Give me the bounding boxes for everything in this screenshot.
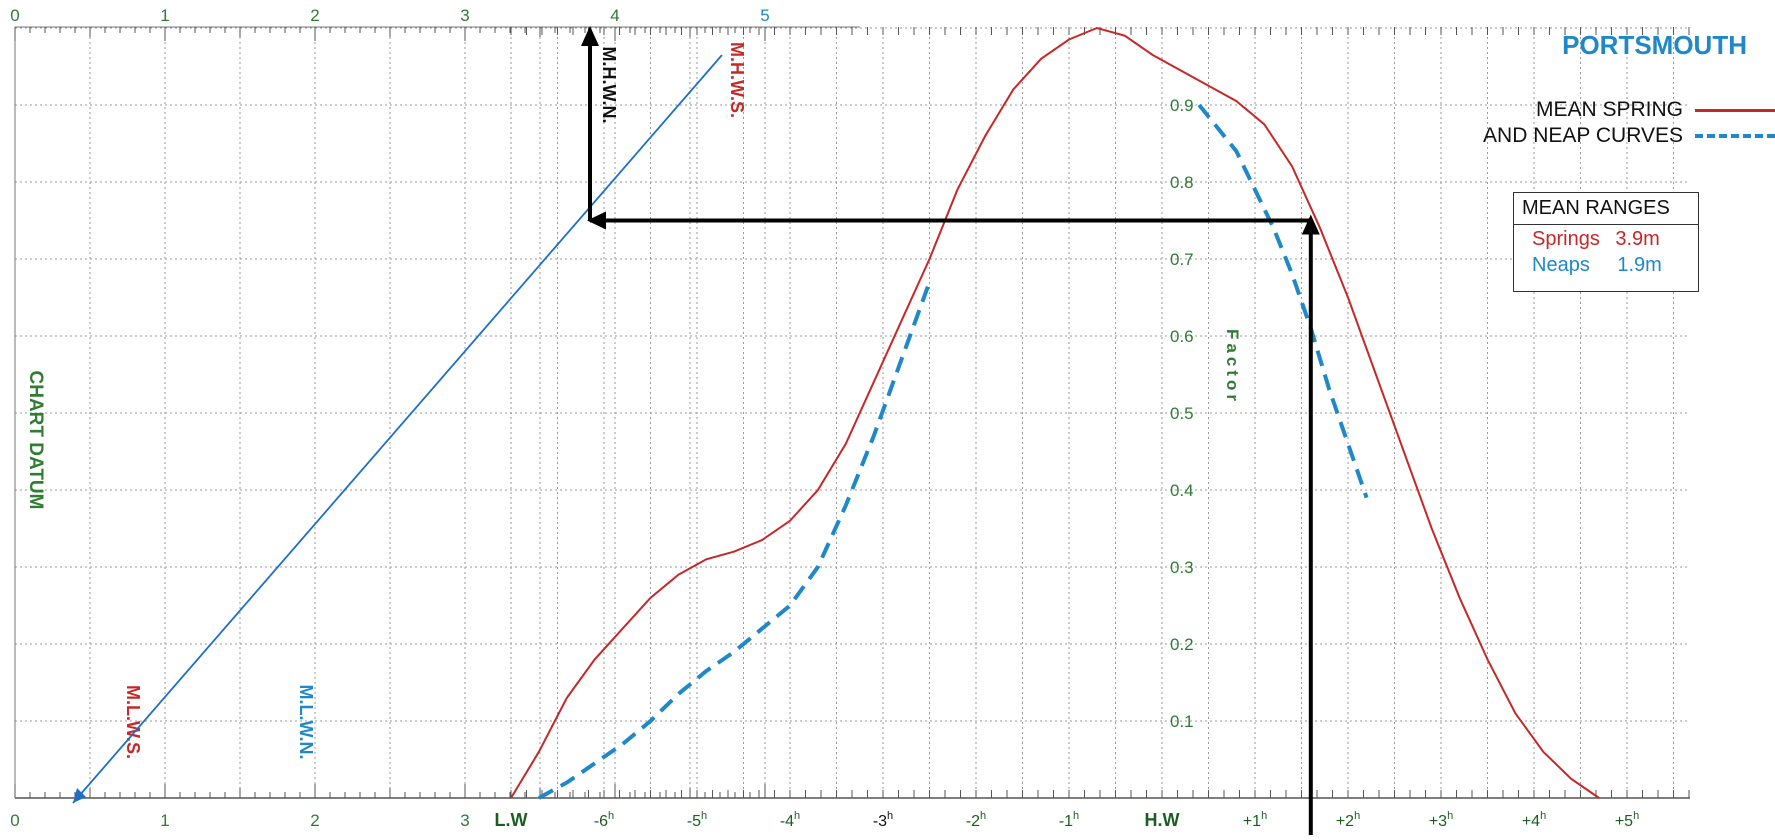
legend-swatch-dashed (1695, 134, 1775, 138)
time-tick-label: +5h (1615, 810, 1639, 830)
height-tick-label-top: 0 (10, 6, 19, 25)
time-tick-label: +3h (1429, 810, 1453, 830)
factor-tick-label: 0.9 (1170, 96, 1194, 115)
height-tick-label-bottom: 2 (310, 811, 319, 830)
mean-range-springs-value: 3.9m (1615, 228, 1660, 250)
time-tick-label: -1h (1059, 810, 1079, 830)
mean-range-neaps: Neaps 1.9m (1514, 251, 1698, 277)
height-marker-label: M.L.W.N. (296, 685, 316, 760)
height-tick-label-bottom: 3 (460, 811, 469, 830)
series-neaps-line (537, 281, 932, 800)
mean-ranges-title: MEAN RANGES (1514, 193, 1698, 225)
height-marker-label: M.H.W.S. (727, 42, 747, 118)
time-tick-label: -6h (594, 810, 614, 830)
mean-range-neaps-value: 1.9m (1617, 254, 1662, 276)
time-tick-label: +2h (1336, 810, 1360, 830)
example-arrow-up-curve (1301, 214, 1320, 235)
diagonal-arrowhead (73, 788, 86, 803)
height-marker-label: M.H.W.N. (599, 47, 619, 124)
height-tick-label-bottom: 1 (160, 811, 169, 830)
factor-tick-label: 0.2 (1170, 635, 1194, 654)
height-tick-label-top: 5 (760, 6, 769, 25)
chart-legend: PORTSMOUTH MEAN SPRING AND NEAP CURVES (1415, 30, 1775, 150)
height-tick-label-top: 1 (160, 6, 169, 25)
time-tick-suffix: h (794, 810, 800, 822)
mean-range-springs: Springs 3.9m (1514, 225, 1698, 251)
time-tick-suffix: h (701, 810, 707, 822)
mean-range-neaps-label: Neaps (1532, 254, 1590, 276)
legend-label-line1: MEAN SPRING (1535, 98, 1683, 121)
factor-tick-label: 0.6 (1170, 327, 1194, 346)
time-tick-suffix: h (887, 810, 893, 822)
time-tick-label: +1h (1243, 810, 1267, 830)
curve-series (72, 26, 1600, 804)
factor-tick-label: 0.7 (1170, 250, 1194, 269)
chart-datum-label: CHART DATUM (25, 371, 46, 510)
factor-tick-label: 0.4 (1170, 481, 1194, 500)
height-marker-label: M.L.W.S. (123, 685, 143, 759)
height-tick-label-bottom: 0 (10, 811, 19, 830)
legend-label-line2: AND NEAP CURVES (1483, 124, 1683, 147)
mean-range-springs-label: Springs (1532, 228, 1600, 250)
time-tick-suffix: h (608, 810, 614, 822)
time-tick-label: -3h (873, 810, 893, 830)
axis-ticks (14, 27, 1690, 798)
factor-tick-label: 0.8 (1170, 173, 1194, 192)
height-tick-label-top: 4 (610, 6, 619, 25)
diagonal-construction-line (72, 54, 723, 804)
factor-tick-label: 0.3 (1170, 558, 1194, 577)
time-tick-suffix: h (1073, 810, 1079, 822)
time-tick-label: L.W (495, 810, 528, 830)
legend-entry-neaps: AND NEAP CURVES (1483, 124, 1775, 148)
time-tick-label: H.W (1145, 810, 1180, 830)
factor-tick-label: 0.1 (1170, 712, 1194, 731)
time-tick-suffix: h (1540, 810, 1546, 822)
time-tick-label: -4h (780, 810, 800, 830)
time-tick-suffix: h (1633, 810, 1639, 822)
legend-swatch-solid (1695, 108, 1775, 112)
time-tick-label: -5h (687, 810, 707, 830)
time-tick-suffix: h (1261, 810, 1267, 822)
height-tick-label-top: 3 (460, 6, 469, 25)
time-tick-label: +4h (1522, 810, 1546, 830)
series-neaps-line (1197, 103, 1369, 499)
factor-axis-label: Factor (1223, 329, 1242, 405)
mean-ranges-box: MEAN RANGES Springs 3.9m Neaps 1.9m (1513, 192, 1699, 292)
time-tick-label: -2h (966, 810, 986, 830)
time-tick-suffix: h (1447, 810, 1453, 822)
height-tick-label-top: 2 (310, 6, 319, 25)
height-markers: M.L.W.S. M.L.W.N. M.H.W.N. M.H.W.S. (123, 42, 747, 760)
series-springs-line (510, 26, 1600, 799)
time-tick-suffix: h (1354, 810, 1360, 822)
chart-title: PORTSMOUTH (1562, 30, 1747, 60)
example-arrow-up (581, 26, 599, 46)
example-arrow-left (587, 211, 606, 230)
time-tick-suffix: h (980, 810, 986, 822)
legend-entry-springs: MEAN SPRING (1536, 98, 1775, 122)
worked-example-lines (581, 26, 1320, 835)
factor-tick-label: 0.5 (1170, 404, 1194, 423)
